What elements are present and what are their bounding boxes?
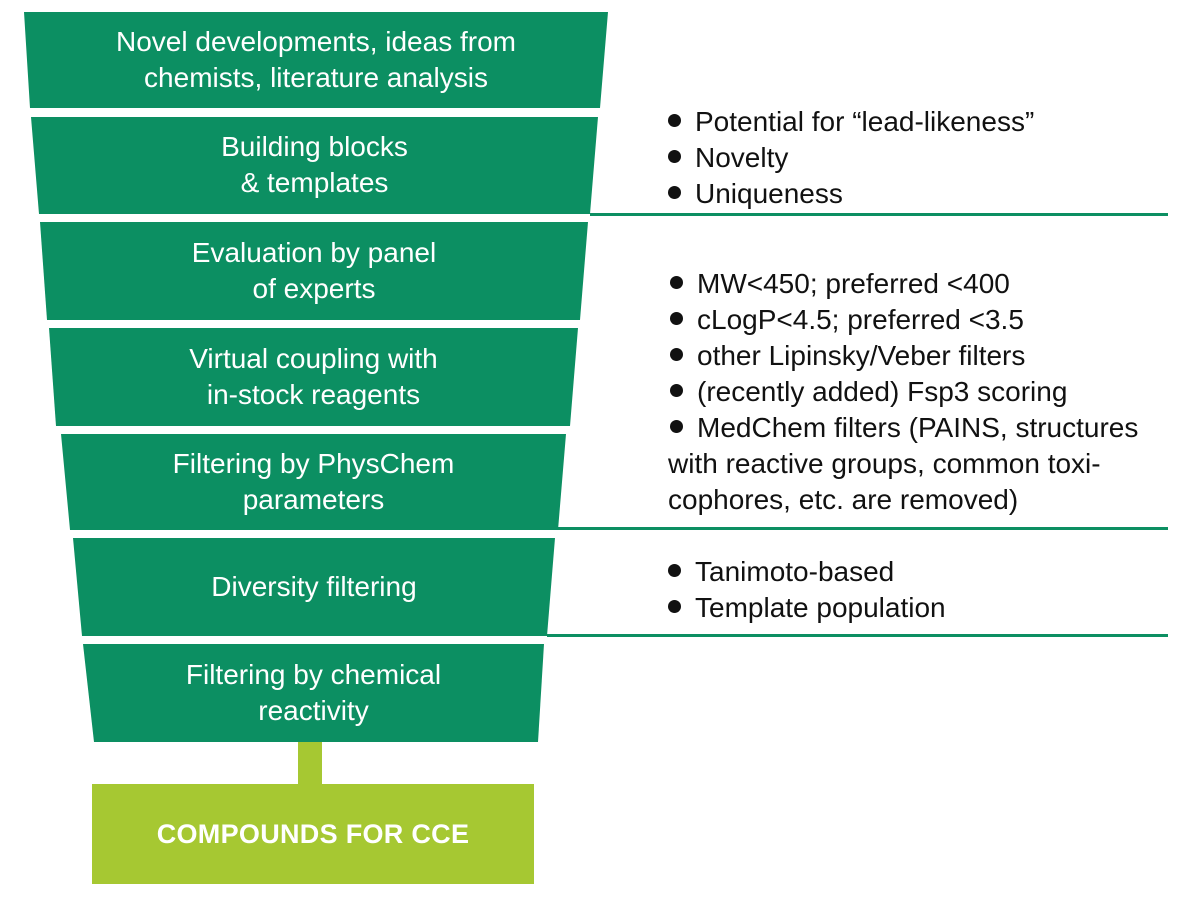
stage-4-block	[49, 328, 578, 426]
note-text: Novelty	[695, 142, 789, 173]
bullet-icon	[670, 348, 683, 362]
bullet-icon	[668, 600, 681, 614]
note-text: MedChem filters (PAINS, structures	[697, 412, 1139, 443]
stage-6-block	[73, 538, 555, 636]
bullet-icon	[670, 312, 683, 326]
note-medchem-continued-1: with reactive groups, common toxi-	[668, 448, 1101, 479]
note-text: Uniqueness	[695, 178, 843, 209]
note-text: other Lipinsky/Veber filters	[697, 340, 1026, 371]
bullet-icon	[668, 114, 681, 128]
stage-4-label: Virtual coupling with in-stock reagents	[49, 341, 578, 413]
note-mw: MW<450; preferred <400	[670, 266, 1010, 302]
stage-2-line-1: Building blocks	[221, 131, 408, 162]
stage-3-line-1: Evaluation by panel	[191, 237, 437, 268]
note-text: (recently added) Fsp3 scoring	[697, 376, 1068, 407]
stage-1-block	[24, 12, 608, 108]
stage-3-line-2: of experts	[252, 273, 376, 304]
note-text: Template population	[695, 592, 946, 623]
note-template-population: Template population	[668, 590, 946, 626]
note-tanimoto: Tanimoto-based	[668, 554, 894, 590]
note-medchem-continued-2: cophores, etc. are removed)	[668, 484, 1019, 515]
bullet-icon	[670, 420, 683, 434]
stage-4-line-1: Virtual coupling with	[189, 343, 438, 374]
note-text: Potential for “lead-likeness”	[695, 106, 1035, 137]
bullet-icon	[668, 186, 681, 200]
stage-2-line-2: & templates	[240, 167, 389, 198]
bullet-icon	[670, 384, 683, 398]
note-lipinsky: other Lipinsky/Veber filters	[670, 338, 1025, 374]
stage-7-label: Filtering by chemical reactivity	[83, 657, 544, 729]
stage-5-line-2: parameters	[242, 484, 385, 515]
stage-7-line-1: Filtering by chemical	[185, 659, 442, 690]
stage-5-label: Filtering by PhysChem parameters	[61, 446, 566, 518]
stage-7-line-2: reactivity	[258, 695, 369, 726]
bullet-icon	[668, 150, 681, 164]
note-text: Tanimoto-based	[695, 556, 895, 587]
stage-6-line-1: Diversity filtering	[211, 571, 417, 602]
note-lead-likeness: Potential for “lead-likeness”	[668, 104, 1034, 140]
note-clogp: cLogP<4.5; preferred <3.5	[670, 302, 1024, 338]
stage-3-label: Evaluation by panel of experts	[40, 235, 588, 307]
note-uniqueness: Uniqueness	[668, 176, 843, 212]
stage-5-line-1: Filtering by PhysChem	[172, 448, 455, 479]
note-text: MW<450; preferred <400	[697, 268, 1010, 299]
stage-1-line-2: chemists, literature analysis	[144, 62, 488, 93]
result-block	[92, 784, 534, 884]
stage-6-label: Diversity filtering	[73, 569, 555, 605]
note-fsp3: (recently added) Fsp3 scoring	[670, 374, 1067, 410]
stage-1-line-1: Novel developments, ideas from	[116, 26, 516, 57]
stage-4-line-2: in-stock reagents	[206, 379, 421, 410]
stage-3-block	[40, 222, 588, 320]
stage-7-block	[83, 644, 544, 742]
stage-2-label: Building blocks & templates	[31, 129, 598, 201]
stage-1-label: Novel developments, ideas from chemists,…	[24, 24, 608, 96]
stage-5-block	[61, 434, 566, 530]
bullet-icon	[668, 564, 681, 578]
note-novelty: Novelty	[668, 140, 788, 176]
bullet-icon	[670, 276, 683, 290]
note-text: cLogP<4.5; preferred <3.5	[697, 304, 1024, 335]
note-medchem: MedChem filters (PAINS, structures	[670, 410, 1138, 446]
result-label: COMPOUNDS FOR CCE	[156, 818, 470, 849]
stage-2-block	[31, 117, 598, 214]
connector-bar	[298, 742, 322, 784]
